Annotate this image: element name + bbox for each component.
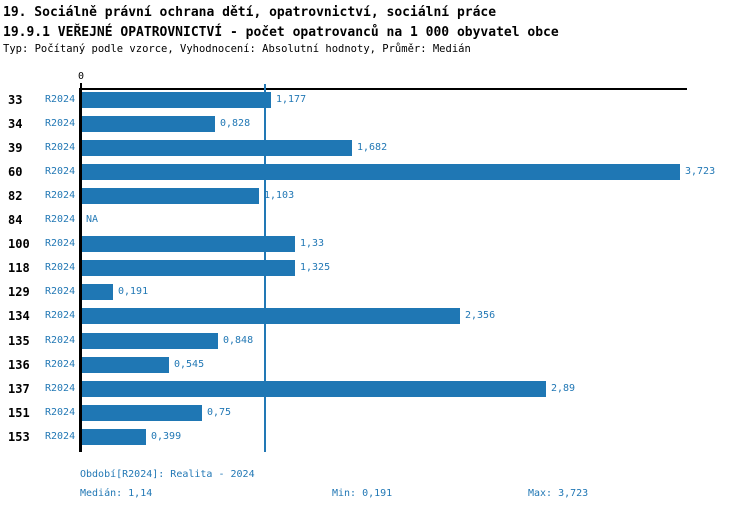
chart-row: 153 R2024 0,399 [0, 425, 750, 449]
chart-row: 151 R2024 0,75 [0, 401, 750, 425]
chart-row: 118 R2024 1,325 [0, 256, 750, 280]
bar [82, 308, 460, 325]
chart-row: 134 R2024 2,356 [0, 304, 750, 328]
category-label: 137 [8, 381, 30, 396]
period-label: R2024 [45, 238, 76, 250]
value-label: 1,325 [300, 262, 331, 274]
bar [82, 284, 113, 301]
value-label: 1,33 [300, 238, 325, 250]
x-axis-zero-tick [80, 83, 82, 88]
period-label: R2024 [45, 117, 76, 129]
bar [82, 380, 546, 397]
category-label: 84 [8, 213, 23, 227]
chart-row: 100 R2024 1,33 [0, 232, 750, 256]
period-label: R2024 [45, 334, 76, 346]
value-label: 0,848 [223, 334, 254, 346]
period-label: R2024 [45, 141, 76, 153]
category-label: 135 [8, 333, 30, 348]
chart-row: 129 R2024 0,191 [0, 280, 750, 304]
bar [82, 139, 352, 156]
x-axis-line [79, 88, 687, 90]
period-label: R2024 [45, 310, 76, 322]
chart-row: 136 R2024 0,545 [0, 353, 750, 377]
category-label: 118 [8, 261, 30, 276]
bar [82, 115, 215, 132]
period-label: R2024 [45, 189, 76, 201]
value-label: 1,177 [276, 93, 307, 105]
category-label: 34 [8, 116, 23, 131]
chart-row: 135 R2024 0,848 [0, 329, 750, 353]
category-label: 129 [8, 285, 30, 300]
value-label: 2,356 [465, 310, 496, 322]
y-axis-line [79, 88, 82, 452]
bar [82, 163, 680, 180]
value-label: 0,545 [174, 358, 205, 370]
period-label: R2024 [45, 262, 76, 274]
category-label: 151 [8, 405, 30, 420]
x-axis-zero-tick-label: 0 [77, 71, 85, 82]
chart-row: 60 R2024 3,723 [0, 160, 750, 184]
chart-row: 82 R2024 1,103 [0, 184, 750, 208]
chart-row: 39 R2024 1,682 [0, 136, 750, 160]
chart-row: 33 R2024 1,177 [0, 88, 750, 112]
bar [82, 187, 259, 204]
category-label: 100 [8, 237, 30, 252]
chart-title: 19.9.1 VEŘEJNÉ OPATROVNICTVÍ - počet opa… [3, 25, 559, 40]
period-label: R2024 [45, 382, 76, 394]
value-label: 1,103 [264, 189, 295, 201]
chart-row: 34 R2024 0,828 [0, 112, 750, 136]
period-label: R2024 [45, 93, 76, 105]
period-label: R2024 [45, 165, 76, 177]
chart-row: 137 R2024 2,89 [0, 377, 750, 401]
value-label: 0,828 [220, 117, 251, 129]
page-title: 19. Sociálně právní ochrana dětí, opatro… [3, 5, 497, 20]
value-label: 2,89 [551, 382, 576, 394]
category-label: 134 [8, 309, 30, 324]
category-label: 60 [8, 164, 23, 179]
value-label: NA [86, 214, 99, 225]
bar [82, 404, 202, 421]
category-label: 153 [8, 429, 30, 444]
value-label: 0,399 [151, 430, 182, 442]
chart-row: 84 R2024 NA [0, 208, 750, 232]
category-label: 82 [8, 188, 23, 203]
footer-median-stat: Medián: 1,14 [80, 488, 153, 499]
value-label: 0,75 [207, 406, 232, 418]
period-label: R2024 [45, 286, 76, 298]
bar [82, 236, 295, 253]
category-label: 33 [8, 92, 23, 107]
category-label: 136 [8, 357, 30, 372]
period-label: R2024 [45, 358, 76, 370]
period-label: R2024 [45, 214, 76, 225]
footer-max-stat: Max: 3,723 [528, 488, 589, 499]
value-label: 1,682 [357, 141, 388, 153]
bar [82, 91, 271, 108]
chart-subtitle: Typ: Počítaný podle vzorce, Vyhodnocení:… [3, 43, 471, 55]
value-label: 0,191 [118, 286, 149, 298]
category-label: 39 [8, 140, 23, 155]
footer-period-label: Období[R2024]: Realita - 2024 [80, 469, 255, 480]
bar [82, 260, 295, 277]
bar [82, 356, 169, 373]
bar [82, 428, 146, 445]
footer-min-stat: Min: 0,191 [332, 488, 393, 499]
period-label: R2024 [45, 406, 76, 418]
period-label: R2024 [45, 430, 76, 442]
value-label: 3,723 [685, 165, 716, 177]
bar [82, 332, 218, 349]
